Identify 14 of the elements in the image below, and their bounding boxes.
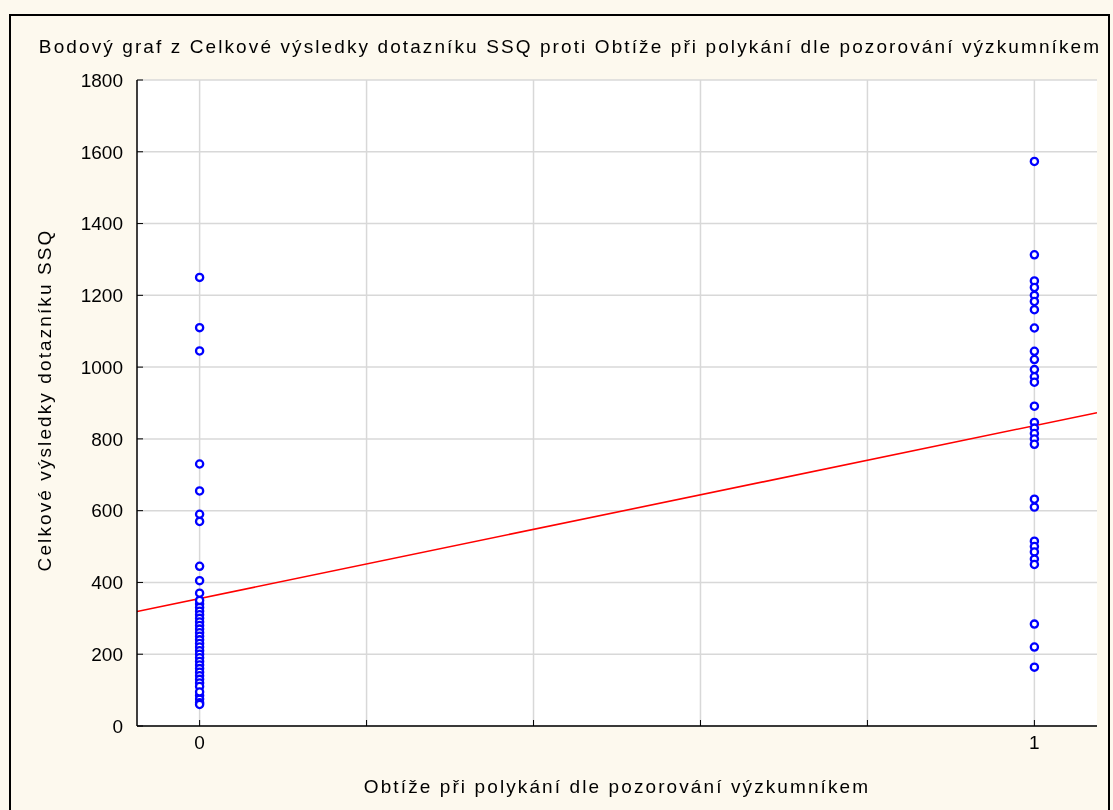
x-tick-label: 1 (1029, 732, 1040, 754)
y-tick-label: 1800 (80, 69, 123, 91)
y-axis-title: Celkové výsledky dotazníku SSQ (34, 228, 56, 572)
y-tick-label: 200 (91, 643, 123, 665)
y-tick-label: 600 (91, 500, 123, 522)
x-axis-title: Obtíže při polykání dle pozorování výzkumníkem (362, 776, 872, 798)
y-tick-label: 400 (91, 572, 123, 594)
y-tick-label: 0 (112, 715, 123, 737)
y-tick-label: 1000 (80, 356, 123, 378)
chart-title: Bodový graf z Celkové výsledky dotazníku SSQ proti Obtíže při polykání dle pozorování výzkumníkem (37, 36, 1103, 58)
y-tick-label: 800 (91, 428, 123, 450)
y-tick-label: 1200 (80, 285, 123, 307)
y-tick-label: 1400 (80, 213, 123, 235)
y-tick-label: 1600 (80, 141, 123, 163)
